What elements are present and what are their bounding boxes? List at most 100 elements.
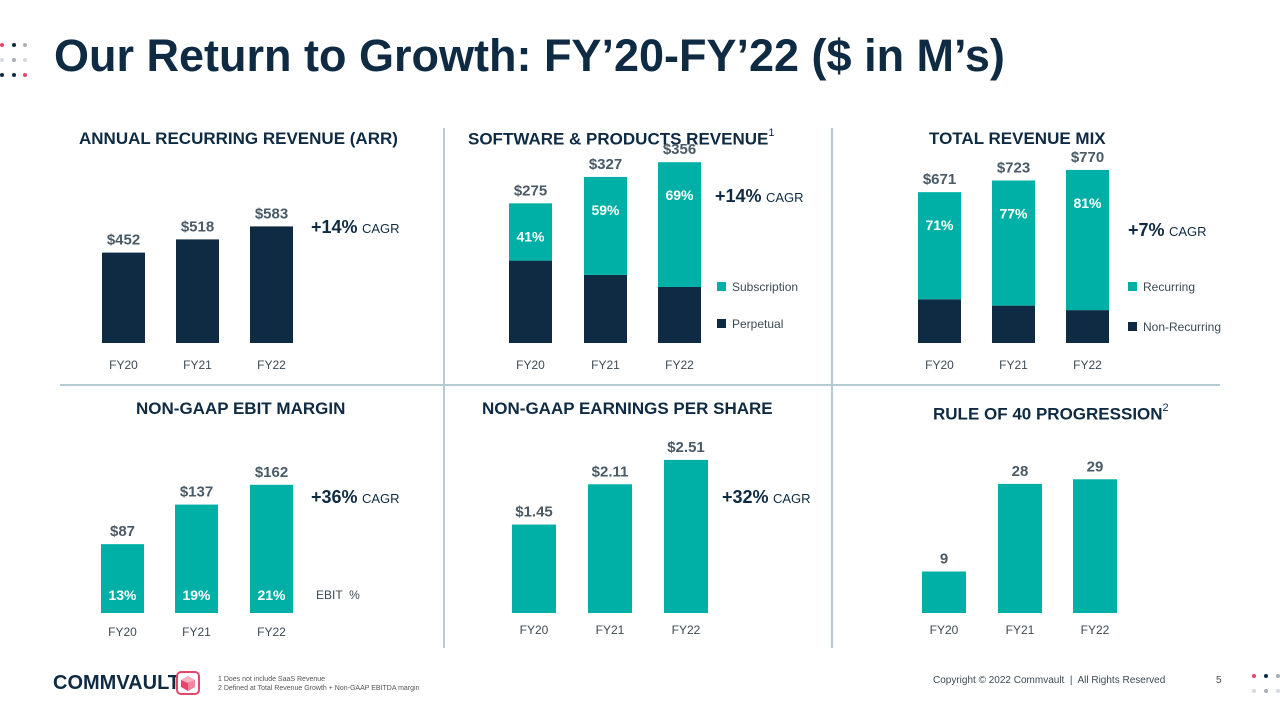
dot bbox=[23, 73, 27, 77]
eps-category-label: FY21 bbox=[596, 623, 625, 637]
divider-vertical-2 bbox=[831, 128, 833, 648]
mix-bar-recurring-fy21 bbox=[992, 180, 1035, 306]
arr-value-label: $518 bbox=[181, 218, 214, 235]
dot bbox=[23, 58, 27, 62]
ebit-value-label: $87 bbox=[110, 523, 135, 540]
ebit-category-label: FY22 bbox=[257, 625, 286, 639]
divider-vertical-1 bbox=[443, 128, 445, 648]
legend-label: Subscription bbox=[732, 280, 799, 294]
eps-bar-fy20 bbox=[512, 524, 556, 613]
mix-bar-non-recurring-fy21 bbox=[992, 305, 1035, 343]
software-category-label: FY21 bbox=[591, 358, 620, 372]
software-bar-subscription-fy22 bbox=[658, 162, 701, 287]
ebit-title-text: NON-GAAP EBIT MARGIN bbox=[136, 399, 346, 418]
rule40-value-label: 9 bbox=[940, 551, 948, 568]
eps-cagr-label: CAGR bbox=[773, 491, 811, 506]
ebit-value-label: $162 bbox=[255, 464, 288, 481]
eps-bar-fy21 bbox=[588, 484, 632, 613]
arr-panel-title: ANNUAL RECURRING REVENUE (ARR) bbox=[79, 129, 398, 149]
mix-value-label: $723 bbox=[997, 159, 1030, 176]
eps-panel-title: NON-GAAP EARNINGS PER SHARE bbox=[482, 399, 773, 419]
legend-label: Perpetual bbox=[732, 317, 784, 331]
rule40-bar-fy20 bbox=[922, 571, 966, 613]
rule40-title-text: RULE OF 40 PROGRESSION bbox=[933, 404, 1163, 424]
software-cagr-value: +14% bbox=[715, 186, 762, 206]
arr-title-text: ANNUAL RECURRING REVENUE (ARR) bbox=[79, 129, 398, 148]
dot bbox=[1264, 689, 1268, 693]
mix-category-label: FY21 bbox=[999, 358, 1028, 372]
arr-category-label: FY21 bbox=[183, 358, 212, 372]
eps-value-label: $2.11 bbox=[592, 463, 629, 480]
dot bbox=[0, 58, 4, 62]
dot bbox=[12, 58, 16, 62]
mix-segment-label: 81% bbox=[1073, 195, 1102, 211]
arr-bar-fy20 bbox=[102, 252, 145, 343]
ebit-percent-label: EBIT % bbox=[316, 588, 360, 602]
software-category-label: FY20 bbox=[516, 358, 545, 372]
arr-category-label: FY22 bbox=[257, 358, 286, 372]
legend-label: Recurring bbox=[1143, 280, 1196, 294]
software-value-label: $275 bbox=[514, 182, 547, 199]
mix-panel-title: TOTAL REVENUE MIX bbox=[929, 129, 1106, 149]
ebit-value-label: $137 bbox=[180, 484, 213, 501]
mix-cagr: +7% CAGR bbox=[1128, 220, 1207, 241]
footnote-ref-1: 1 bbox=[768, 127, 775, 139]
eps-cagr-value: +32% bbox=[722, 487, 769, 507]
legend-recurring: Recurring bbox=[1128, 280, 1195, 294]
arr-bar-fy21 bbox=[176, 239, 219, 343]
legend-swatch-navy bbox=[1128, 322, 1137, 331]
mix-title-text: TOTAL REVENUE MIX bbox=[929, 129, 1106, 148]
dot bbox=[1264, 674, 1268, 678]
legend-swatch-navy bbox=[717, 319, 726, 328]
page-number: 5 bbox=[1216, 675, 1222, 686]
software-title-text: SOFTWARE & PRODUCTS REVENUE bbox=[468, 129, 769, 149]
ebit-bar-fy22 bbox=[250, 484, 293, 613]
mix-cagr-label: CAGR bbox=[1168, 224, 1207, 239]
eps-category-label: FY22 bbox=[672, 623, 701, 637]
software-category-label: FY22 bbox=[665, 358, 694, 372]
mix-value-label: $671 bbox=[923, 171, 956, 188]
rule40-bar-fy22 bbox=[1073, 479, 1117, 613]
rule40-bar-fy21 bbox=[998, 483, 1042, 613]
dot bbox=[23, 43, 27, 47]
software-segment-label: 59% bbox=[591, 202, 620, 218]
divider-horizontal bbox=[60, 384, 1220, 386]
software-bar-subscription-fy21 bbox=[584, 176, 627, 275]
mix-segment-label: 71% bbox=[925, 217, 954, 233]
ebit-cagr-value: +36% bbox=[311, 487, 358, 507]
footnote-1: 1 Does not include SaaS Revenue bbox=[218, 676, 326, 683]
ebit-inner-label: 19% bbox=[182, 587, 211, 603]
mix-category-label: FY20 bbox=[925, 358, 954, 372]
legend-non-recurring: Non-Recurring bbox=[1128, 320, 1221, 334]
dot bbox=[1276, 674, 1280, 678]
dot bbox=[0, 43, 4, 47]
ebit-inner-label: 21% bbox=[257, 587, 286, 603]
rule40-value-label: 28 bbox=[1012, 463, 1029, 480]
mix-bar-recurring-fy22 bbox=[1066, 169, 1109, 311]
legend-label: Non-Recurring bbox=[1143, 320, 1222, 334]
footnote-ref-2: 2 bbox=[1162, 402, 1169, 414]
legend-perpetual: Perpetual bbox=[717, 317, 783, 331]
arr-bar-fy22 bbox=[250, 226, 293, 343]
mix-bar-recurring-fy20 bbox=[918, 192, 961, 300]
software-value-label: $327 bbox=[589, 156, 622, 173]
legend-swatch-teal bbox=[1128, 282, 1137, 291]
dot bbox=[12, 73, 16, 77]
ebit-inner-label: 13% bbox=[108, 587, 137, 603]
arr-value-label: $583 bbox=[255, 205, 288, 222]
arr-cagr-label: CAGR bbox=[362, 221, 400, 236]
ebit-cagr-label: CAGR bbox=[362, 491, 400, 506]
mix-value-label: $770 bbox=[1071, 149, 1104, 166]
rule40-category-label: FY22 bbox=[1081, 623, 1110, 637]
rule40-category-label: FY21 bbox=[1006, 623, 1035, 637]
software-segment-label: 69% bbox=[665, 187, 694, 203]
mix-category-label: FY22 bbox=[1073, 358, 1102, 372]
legend-subscription: Subscription bbox=[717, 280, 798, 294]
eps-category-label: FY20 bbox=[520, 623, 549, 637]
legend-swatch-teal bbox=[717, 282, 726, 291]
dot bbox=[1252, 689, 1256, 693]
arr-cagr-value: +14% bbox=[311, 217, 358, 237]
ebit-bar-fy21 bbox=[175, 504, 218, 613]
eps-cagr: +32% CAGR bbox=[722, 487, 811, 508]
